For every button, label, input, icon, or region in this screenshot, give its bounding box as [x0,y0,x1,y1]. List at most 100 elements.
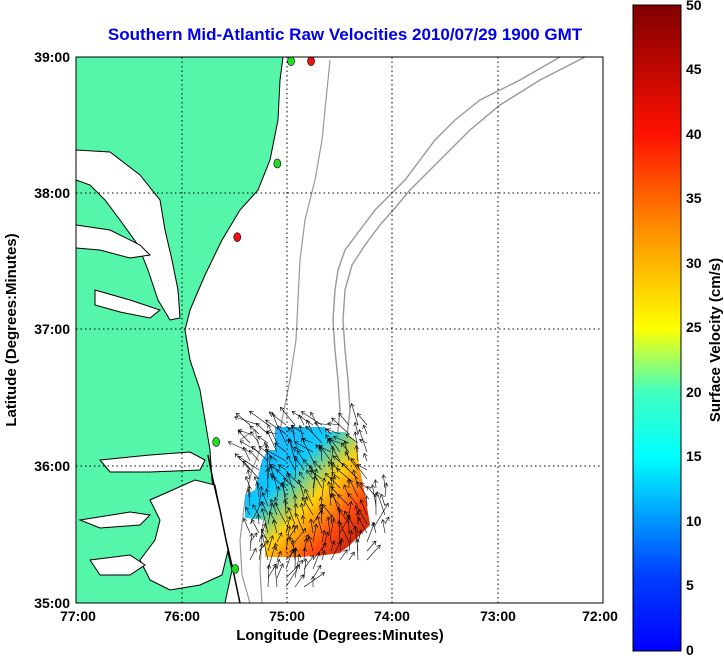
velocity-arrow [287,455,296,471]
velocity-arrowhead [381,474,387,479]
velocity-arrowhead [234,453,240,458]
velocity-arrow [287,473,305,489]
velocity-arrow [276,559,280,570]
velocity-arrowhead [252,504,257,509]
velocity-arrow [294,554,300,579]
velocity-arrowhead [286,525,292,530]
velocity-arrowhead [352,469,357,474]
velocity-arrowhead [324,531,330,536]
velocity-arrowhead [237,430,242,435]
velocity-arrowhead [242,460,248,465]
velocity-arrowhead [256,513,261,519]
velocity-arrow [345,433,359,444]
velocity-arrow [321,531,329,552]
velocity-arrowhead [332,435,338,440]
velocity-arrowhead [345,433,350,439]
velocity-arrow [277,425,287,444]
velocity-arrowhead [325,434,330,439]
velocity-arrow [366,544,381,561]
velocity-arrowhead [344,510,349,516]
y-tick-label: 36:00 [34,458,70,474]
velocity-arrowhead [373,492,379,497]
velocity-arrowhead [287,507,292,512]
velocity-arrowhead [273,542,279,548]
velocity-arrowhead [321,529,326,535]
velocity-arrow [363,424,368,435]
velocity-arrow [295,513,305,534]
velocity-arrow [326,429,341,435]
velocity-arrowhead [301,528,307,533]
velocity-arrow [291,424,305,435]
velocity-arrow [306,469,314,480]
velocity-arrow [298,471,305,480]
velocity-arrowhead [306,469,311,475]
velocity-arrow [261,501,269,516]
velocity-arrowhead [246,488,251,494]
velocity-arrowhead [301,437,306,443]
velocity-arrowhead [347,492,352,498]
velocity-arrowhead [356,464,362,469]
velocity-arrow [291,411,314,426]
velocity-arrow [384,482,387,498]
colorbar-tick-label: 20 [686,384,702,400]
velocity-arrow [293,447,305,453]
velocity-arrow [275,497,278,507]
velocity-arrow [338,412,350,426]
velocity-arrow [349,479,359,498]
velocity-arrowhead [249,532,254,537]
velocity-arrow [258,540,269,552]
velocity-arrowhead [358,429,363,434]
velocity-arrow [302,459,314,471]
velocity-arrow [257,435,269,444]
velocity-arrow [274,565,278,588]
velocity-arrowhead [320,572,325,577]
velocity-arrowhead [346,514,351,519]
velocity-arrowhead [317,564,322,570]
station-marker [307,57,315,66]
velocity-arrowhead [350,403,355,408]
velocity-arrow [328,481,332,507]
velocity-arrow [304,489,314,507]
velocity-arrow [321,550,325,561]
velocity-arrowhead [294,513,300,518]
x-tick-label: 73:00 [480,608,516,624]
velocity-arrow [375,479,377,489]
velocity-arrowhead [277,550,282,556]
y-tick-label: 37:00 [34,321,70,337]
velocity-arrow [382,519,386,534]
velocity-arrowhead [353,525,358,530]
velocity-arrow [308,536,314,552]
velocity-arrowhead [318,444,323,449]
velocity-arrowhead [268,411,274,416]
velocity-arrowhead [364,495,370,500]
velocity-arrow [267,503,273,525]
velocity-arrowhead [247,485,252,490]
velocity-arrowhead [326,481,332,486]
velocity-arrow [336,468,350,480]
y-tick-label: 38:00 [34,185,70,201]
velocity-arrowhead [237,428,243,434]
velocity-arrow [320,497,323,507]
velocity-arrowhead [358,508,363,514]
velocity-arrowhead [350,551,355,557]
velocity-arrowhead [250,431,255,436]
velocity-arrowhead [245,506,250,512]
station-marker [233,232,242,242]
velocity-arrowhead [287,473,292,478]
velocity-arrowhead [330,540,336,545]
velocity-arrow [294,574,304,588]
velocity-arrow [339,515,351,534]
velocity-arrowhead [312,475,317,481]
velocity-arrow [255,423,269,435]
velocity-arrow [384,516,390,525]
velocity-arrow [355,505,359,516]
velocity-arrowhead [336,506,342,511]
velocity-arrowhead [293,455,299,460]
velocity-arrow [294,503,297,516]
velocity-arrow [363,453,368,462]
velocity-arrow [294,547,296,570]
x-tick-label: 74:00 [374,608,410,624]
velocity-arrowhead [343,484,348,489]
velocity-arrowhead [288,536,293,541]
velocity-arrowhead [300,514,306,520]
